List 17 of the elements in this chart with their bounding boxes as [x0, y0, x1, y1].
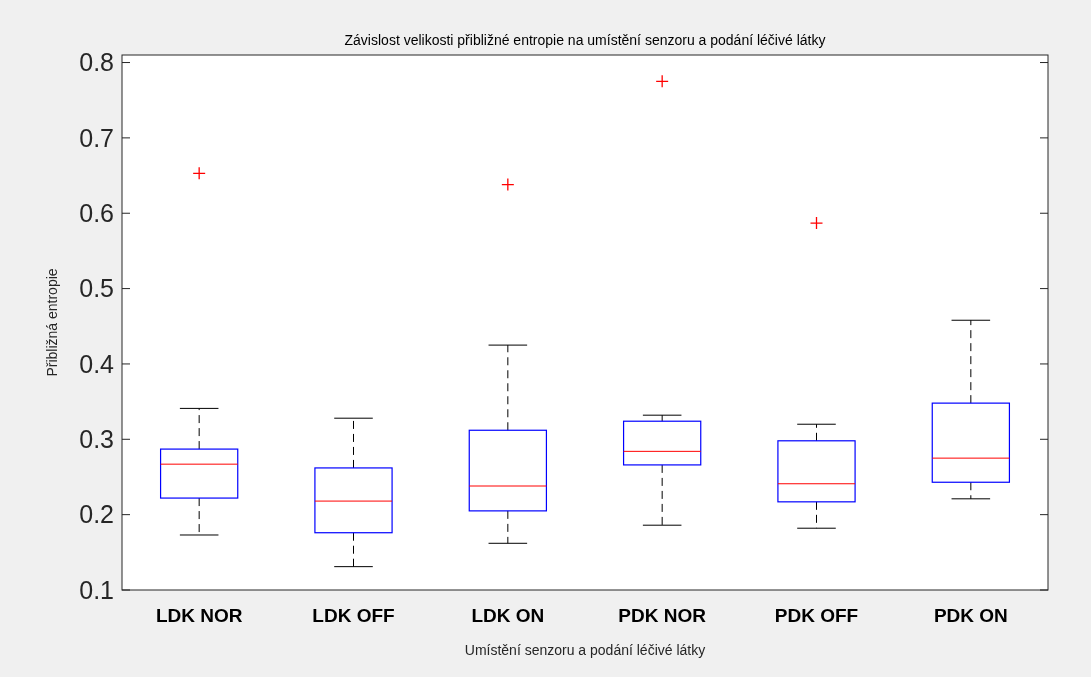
y-tick-label: 0.1 — [79, 575, 114, 604]
x-tick-label: PDK NOR — [618, 605, 707, 626]
y-tick-label: 0.7 — [79, 123, 114, 152]
x-tick-label: LDK ON — [471, 605, 545, 626]
y-tick-label: 0.2 — [79, 500, 114, 529]
y-tick-label: 0.5 — [79, 274, 114, 303]
y-tick-label: 0.8 — [79, 48, 114, 77]
chart-title: Závislost velikosti přibližné entropie na umístění senzoru a podání léčivé látky — [344, 32, 826, 48]
y-axis-title: Přibližná entropie — [44, 268, 60, 377]
x-tick-label: LDK OFF — [312, 605, 395, 626]
x-tick-label: PDK OFF — [774, 605, 859, 626]
x-tick-label: LDK NOR — [155, 605, 243, 626]
y-tick-label: 0.4 — [79, 349, 115, 378]
y-tick-label: 0.3 — [79, 425, 114, 454]
x-axis-title: Umístění senzoru a podání léčivé látky — [464, 642, 706, 658]
x-tick-label: PDK ON — [933, 605, 1008, 626]
y-tick-label: 0.6 — [79, 198, 114, 227]
